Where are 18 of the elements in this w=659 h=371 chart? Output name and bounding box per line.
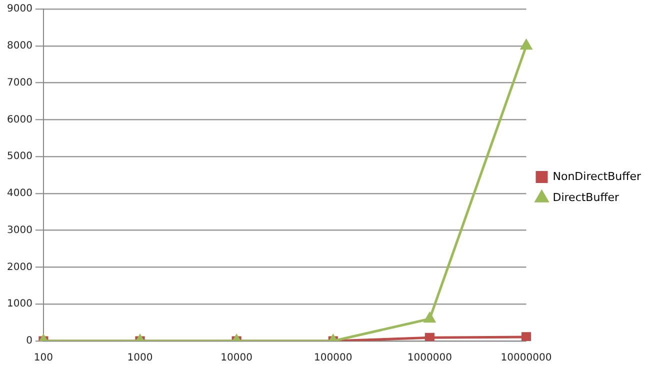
y-tick-label: 1000 [6, 298, 32, 310]
y-tick-label: 6000 [6, 114, 32, 126]
y-tick-label: 9000 [6, 4, 32, 15]
legend-label: NonDirectBuffer [552, 170, 642, 183]
y-tick-label: 5000 [6, 151, 32, 162]
x-tick-label: 10000 [220, 352, 252, 364]
x-tick-label: 100000 [314, 352, 352, 364]
y-tick-label: 8000 [6, 40, 32, 52]
x-tick-label: 1000 [127, 352, 153, 364]
y-tick-label: 7000 [6, 77, 32, 88]
y-tick-label: 3000 [6, 224, 32, 236]
x-tick-label: 10000000 [500, 352, 552, 364]
x-tick-label: 1000000 [407, 352, 452, 364]
legend-label: DirectBuffer [552, 190, 620, 204]
y-tick-label: 2000 [6, 262, 32, 273]
x-tick-label: 100 [34, 352, 53, 364]
y-tick-label: 0 [26, 336, 32, 347]
y-tick-label: 4000 [6, 188, 32, 200]
